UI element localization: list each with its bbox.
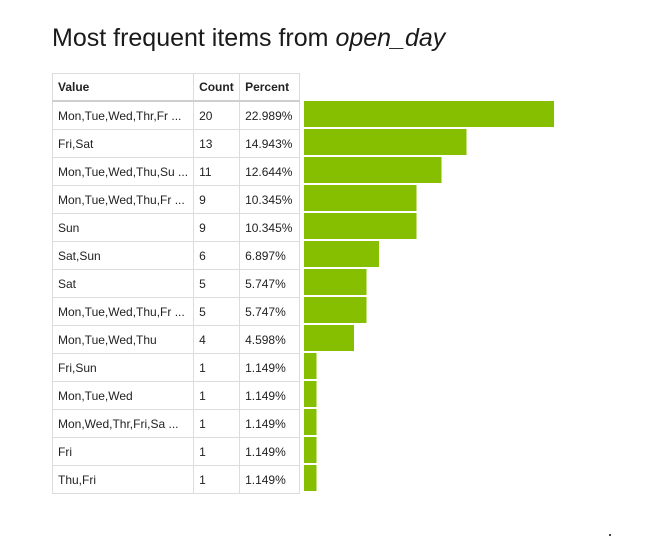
table-row: Mon,Tue,Wed,Thu,Fr ... 5 5.747% bbox=[51, 297, 301, 326]
cell-value: Mon,Tue,Wed,Thu bbox=[51, 325, 195, 354]
bar-4 bbox=[304, 213, 417, 239]
bar-12 bbox=[304, 437, 317, 463]
cell-value: Sun bbox=[51, 213, 195, 242]
bar-11 bbox=[304, 409, 317, 435]
cell-count: 11 bbox=[193, 157, 241, 186]
bar-9 bbox=[304, 353, 317, 379]
cell-value: Mon,Tue,Wed,Thu,Su ... bbox=[51, 157, 195, 186]
cell-count: 5 bbox=[193, 269, 241, 298]
cell-value: Mon,Tue,Wed,Thu,Fr ... bbox=[51, 297, 195, 326]
cell-percent: 5.747% bbox=[239, 269, 301, 298]
bar-3 bbox=[304, 185, 417, 211]
cell-count: 13 bbox=[193, 129, 241, 158]
chart-title-field: open_day bbox=[335, 24, 446, 52]
bar-8 bbox=[304, 325, 354, 351]
table-row: Fri,Sat 13 14.943% bbox=[51, 129, 301, 158]
cell-value: Mon,Wed,Thr,Fri,Sa ... bbox=[51, 409, 195, 438]
cell-count: 1 bbox=[193, 353, 241, 382]
bar-1 bbox=[304, 129, 467, 155]
table-row: Sun 9 10.345% bbox=[51, 213, 301, 242]
cell-value: Sat,Sun bbox=[51, 241, 195, 270]
table-row: Thu,Fri 1 1.149% bbox=[51, 465, 301, 494]
cell-count: 1 bbox=[193, 465, 241, 494]
cell-percent: 4.598% bbox=[239, 325, 301, 354]
cell-percent: 14.943% bbox=[239, 129, 301, 158]
cell-value: Thu,Fri bbox=[51, 465, 195, 494]
table-row: Mon,Tue,Wed,Thu 4 4.598% bbox=[51, 325, 301, 354]
bar-7 bbox=[304, 297, 367, 323]
frequency-table: Value Count Percent Mon,Tue,Wed,Thr,Fr .… bbox=[51, 73, 301, 494]
table-row: Mon,Tue,Wed 1 1.149% bbox=[51, 381, 301, 410]
cell-percent: 1.149% bbox=[239, 409, 301, 438]
bar-10 bbox=[304, 381, 317, 407]
column-header-value: Value bbox=[51, 73, 195, 102]
chart-title-prefix: Most frequent items from bbox=[52, 24, 336, 52]
table-row: Sat,Sun 6 6.897% bbox=[51, 241, 301, 270]
cell-count: 9 bbox=[193, 185, 241, 214]
cell-value: Fri,Sat bbox=[51, 129, 195, 158]
cell-count: 1 bbox=[193, 409, 241, 438]
cell-value: Mon,Tue,Wed,Thr,Fr ... bbox=[51, 100, 195, 130]
table-row: Mon,Tue,Wed,Thu,Fr ... 9 10.345% bbox=[51, 185, 301, 214]
bar-0 bbox=[304, 101, 554, 127]
cell-value: Mon,Tue,Wed,Thu,Fr ... bbox=[51, 185, 195, 214]
column-header-percent: Percent bbox=[239, 73, 301, 102]
cell-percent: 1.149% bbox=[239, 437, 301, 466]
bar-5 bbox=[304, 241, 379, 267]
chart-title: Most frequent items from open_day bbox=[52, 24, 445, 53]
cell-percent: 12.644% bbox=[239, 157, 301, 186]
table-header-row: Value Count Percent bbox=[51, 73, 301, 102]
cell-percent: 6.897% bbox=[239, 241, 301, 270]
cell-count: 20 bbox=[193, 100, 241, 130]
column-header-count: Count bbox=[193, 73, 241, 102]
corner-dot bbox=[609, 534, 611, 536]
table-row: Fri,Sun 1 1.149% bbox=[51, 353, 301, 382]
cell-percent: 1.149% bbox=[239, 381, 301, 410]
cell-value: Sat bbox=[51, 269, 195, 298]
cell-count: 9 bbox=[193, 213, 241, 242]
cell-count: 1 bbox=[193, 381, 241, 410]
table-row: Mon,Wed,Thr,Fri,Sa ... 1 1.149% bbox=[51, 409, 301, 438]
table-body: Mon,Tue,Wed,Thr,Fr ... 20 22.989% Fri,Sat 13… bbox=[51, 100, 301, 494]
cell-percent: 22.989% bbox=[239, 100, 301, 130]
bar-6 bbox=[304, 269, 367, 295]
cell-count: 5 bbox=[193, 297, 241, 326]
cell-value: Fri bbox=[51, 437, 195, 466]
cell-value: Fri,Sun bbox=[51, 353, 195, 382]
table-row: Sat 5 5.747% bbox=[51, 269, 301, 298]
cell-count: 4 bbox=[193, 325, 241, 354]
cell-percent: 10.345% bbox=[239, 213, 301, 242]
cell-percent: 1.149% bbox=[239, 353, 301, 382]
bar-2 bbox=[304, 157, 442, 183]
table-row: Mon,Tue,Wed,Thr,Fr ... 20 22.989% bbox=[51, 100, 301, 130]
cell-percent: 1.149% bbox=[239, 465, 301, 494]
cell-percent: 5.747% bbox=[239, 297, 301, 326]
cell-count: 1 bbox=[193, 437, 241, 466]
cell-value: Mon,Tue,Wed bbox=[51, 381, 195, 410]
table-row: Mon,Tue,Wed,Thu,Su ... 11 12.644% bbox=[51, 157, 301, 186]
table-row: Fri 1 1.149% bbox=[51, 437, 301, 466]
cell-count: 6 bbox=[193, 241, 241, 270]
cell-percent: 10.345% bbox=[239, 185, 301, 214]
bar-13 bbox=[304, 465, 317, 491]
bar-chart bbox=[304, 101, 554, 491]
